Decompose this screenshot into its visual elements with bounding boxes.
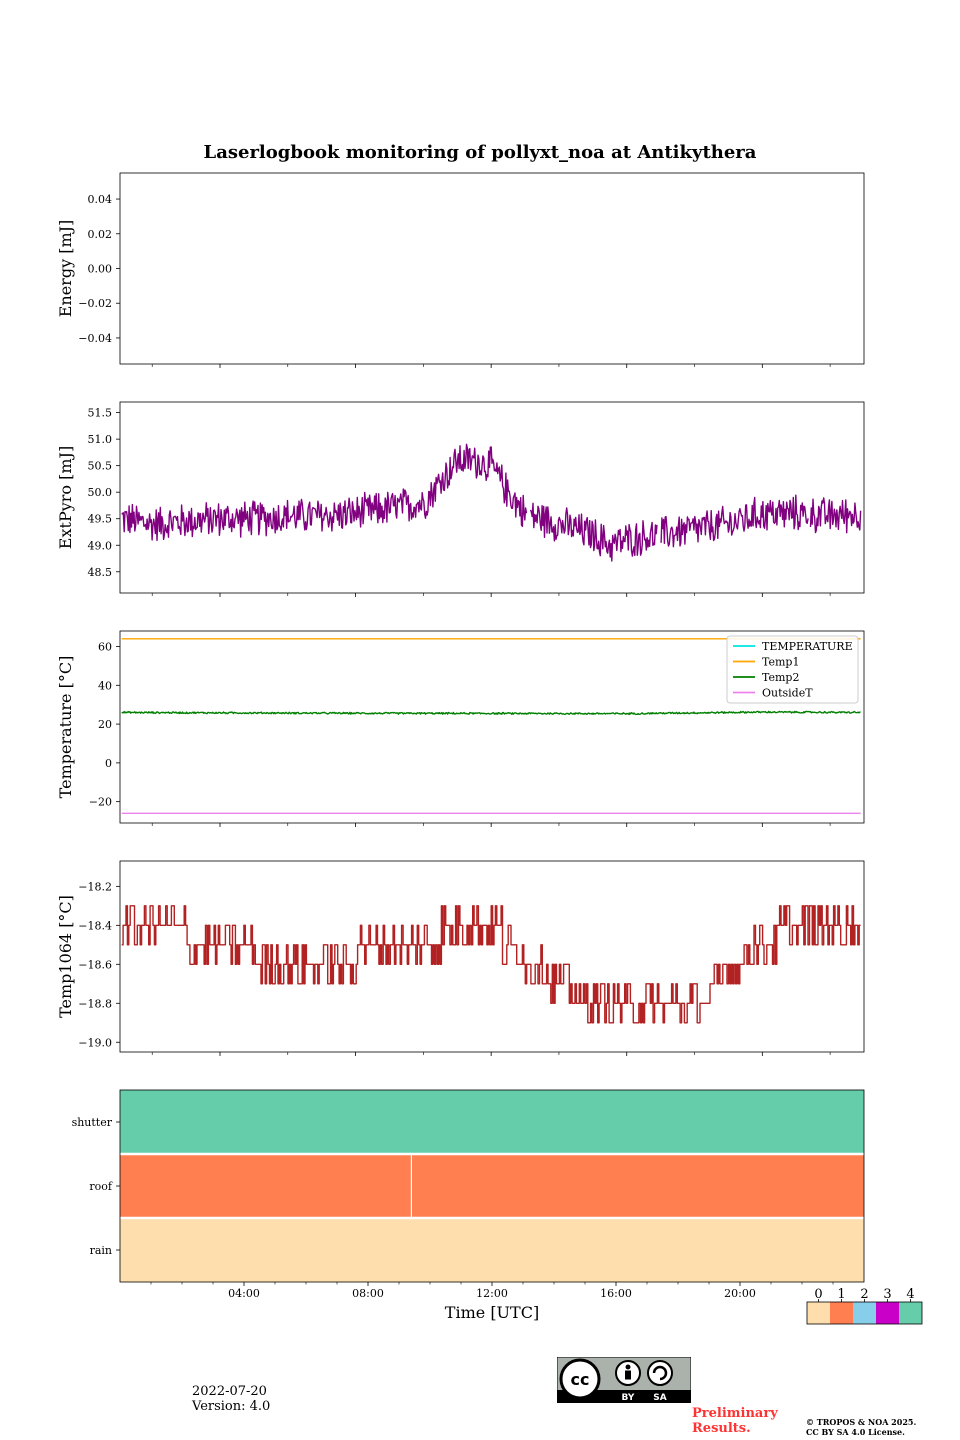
x-tick-label: 12:00: [476, 1287, 508, 1300]
x-tick-label: 08:00: [352, 1287, 384, 1300]
y-axis-label: Energy [mJ]: [56, 220, 75, 318]
figure-title: Laserlogbook monitoring of pollyxt_noa a…: [204, 142, 757, 163]
colorbar-cell: [830, 1302, 853, 1324]
preliminary-results-label: Preliminary Results.: [692, 1406, 792, 1436]
y-tick-label: −20: [89, 796, 112, 809]
colorbar-cell: [807, 1302, 830, 1324]
y-tick-label: 49.0: [88, 539, 113, 552]
cc-by-label: BY: [622, 1393, 635, 1403]
panel-1: −0.04 −0.02 0.00 0.02 0.04 Energy [mJ]: [56, 172, 865, 368]
series-line: [121, 443, 862, 562]
legend-label: TEMPERATURE: [762, 640, 853, 653]
colorbar-label: 3: [883, 1287, 891, 1302]
panel-2: 48.5 49.0 49.5 50.0 50.5 51.0 51.5 ExtPyro [mJ]: [56, 401, 865, 597]
y-tick-label: 0.02: [88, 228, 113, 241]
status-row-shutter: [120, 1090, 864, 1154]
y-tick-label: 0: [105, 757, 112, 770]
y-tick-label: −18.2: [78, 880, 112, 893]
colorbar-cell: [876, 1302, 899, 1324]
y-tick-label: 40: [98, 679, 112, 692]
legend-label: Temp2: [762, 671, 799, 684]
y-tick-label: 0.00: [88, 263, 113, 276]
y-tick-label: 51.0: [88, 433, 113, 446]
colorbar-label: 0: [814, 1287, 822, 1302]
plot-frame: [119, 172, 865, 365]
y-tick-label: 20: [98, 718, 112, 731]
y-tick-label: 51.5: [88, 407, 113, 420]
y-tick-label: 50.5: [88, 460, 113, 473]
x-tick-label: 04:00: [228, 1287, 260, 1300]
y-tick-label: 49.5: [88, 513, 113, 526]
svg-text:cc: cc: [571, 1370, 590, 1389]
panels: −0.04 −0.02 0.00 0.02 0.04 Energy [mJ] 48.5 49.…: [56, 172, 923, 1325]
cc-icon: [559, 1358, 601, 1400]
copyright-line-1: © TROPOS & NOA 2025.: [806, 1417, 917, 1427]
y-tick-label: −18.6: [78, 958, 112, 971]
y-tick-label: −0.04: [78, 332, 112, 345]
legend-box: [726, 635, 859, 704]
legend-label: Temp1: [762, 656, 799, 669]
date-label: 2022-07-20: [192, 1384, 267, 1399]
row-label: roof: [89, 1180, 113, 1193]
colorbar-label: 4: [906, 1287, 914, 1302]
sa-icon: [647, 1360, 673, 1386]
colorbar-label: 2: [860, 1287, 868, 1302]
cc-license-badge: cc BY SA: [557, 1357, 691, 1403]
preliminary-text: Preliminary Results.: [692, 1406, 778, 1436]
colorbar-cell: [853, 1302, 876, 1324]
plot-frame: [119, 401, 865, 594]
status-row-roof: [120, 1154, 864, 1218]
y-tick-label: 50.0: [88, 486, 113, 499]
plot-frame: [119, 860, 865, 1053]
plot-frame: [119, 630, 865, 824]
row-label: rain: [90, 1244, 112, 1257]
y-tick-label: −18.4: [78, 919, 112, 932]
copyright-block: © TROPOS & NOA 2025. CC BY SA 4.0 Licens…: [806, 1417, 916, 1437]
row-label: shutter: [72, 1116, 113, 1129]
y-axis-label: Temp1064 [°C]: [56, 895, 75, 1018]
colorbar-cell: [899, 1302, 922, 1324]
x-tick-label: 16:00: [600, 1287, 632, 1300]
y-tick-label: 48.5: [88, 566, 113, 579]
y-tick-label: 0.04: [88, 193, 113, 206]
y-axis-label: ExtPyro [mJ]: [56, 446, 75, 549]
version-label: Version: 4.0: [192, 1399, 271, 1414]
copyright-line-2: CC BY SA 4.0 License.: [806, 1427, 905, 1437]
cc-sa-label: SA: [653, 1393, 666, 1403]
y-tick-label: 60: [98, 641, 112, 654]
status-row-rain: [120, 1218, 864, 1282]
y-tick-label: −19.0: [78, 1036, 112, 1049]
series-line: [121, 905, 861, 1024]
panel-3: −20 0 20 40 60 Temperature [°C] TEMPERATURE Tem…: [56, 630, 865, 827]
x-axis-label: Time [UTC]: [445, 1303, 539, 1322]
series-line-temp2: [121, 710, 861, 716]
y-tick-label: −0.02: [78, 297, 112, 310]
legend-label: OutsideT: [762, 687, 813, 700]
x-tick-label: 20:00: [724, 1287, 756, 1300]
colorbar-label: 1: [837, 1287, 845, 1302]
date-version-block: 2022-07-20 Version: 4.0: [192, 1384, 270, 1414]
y-axis-label: Temperature [°C]: [56, 656, 75, 799]
status-panel: shutter roof rain 04:00 08:00 12:00 16:00 20:00…: [72, 1089, 865, 1322]
y-tick-label: −18.8: [78, 997, 112, 1010]
